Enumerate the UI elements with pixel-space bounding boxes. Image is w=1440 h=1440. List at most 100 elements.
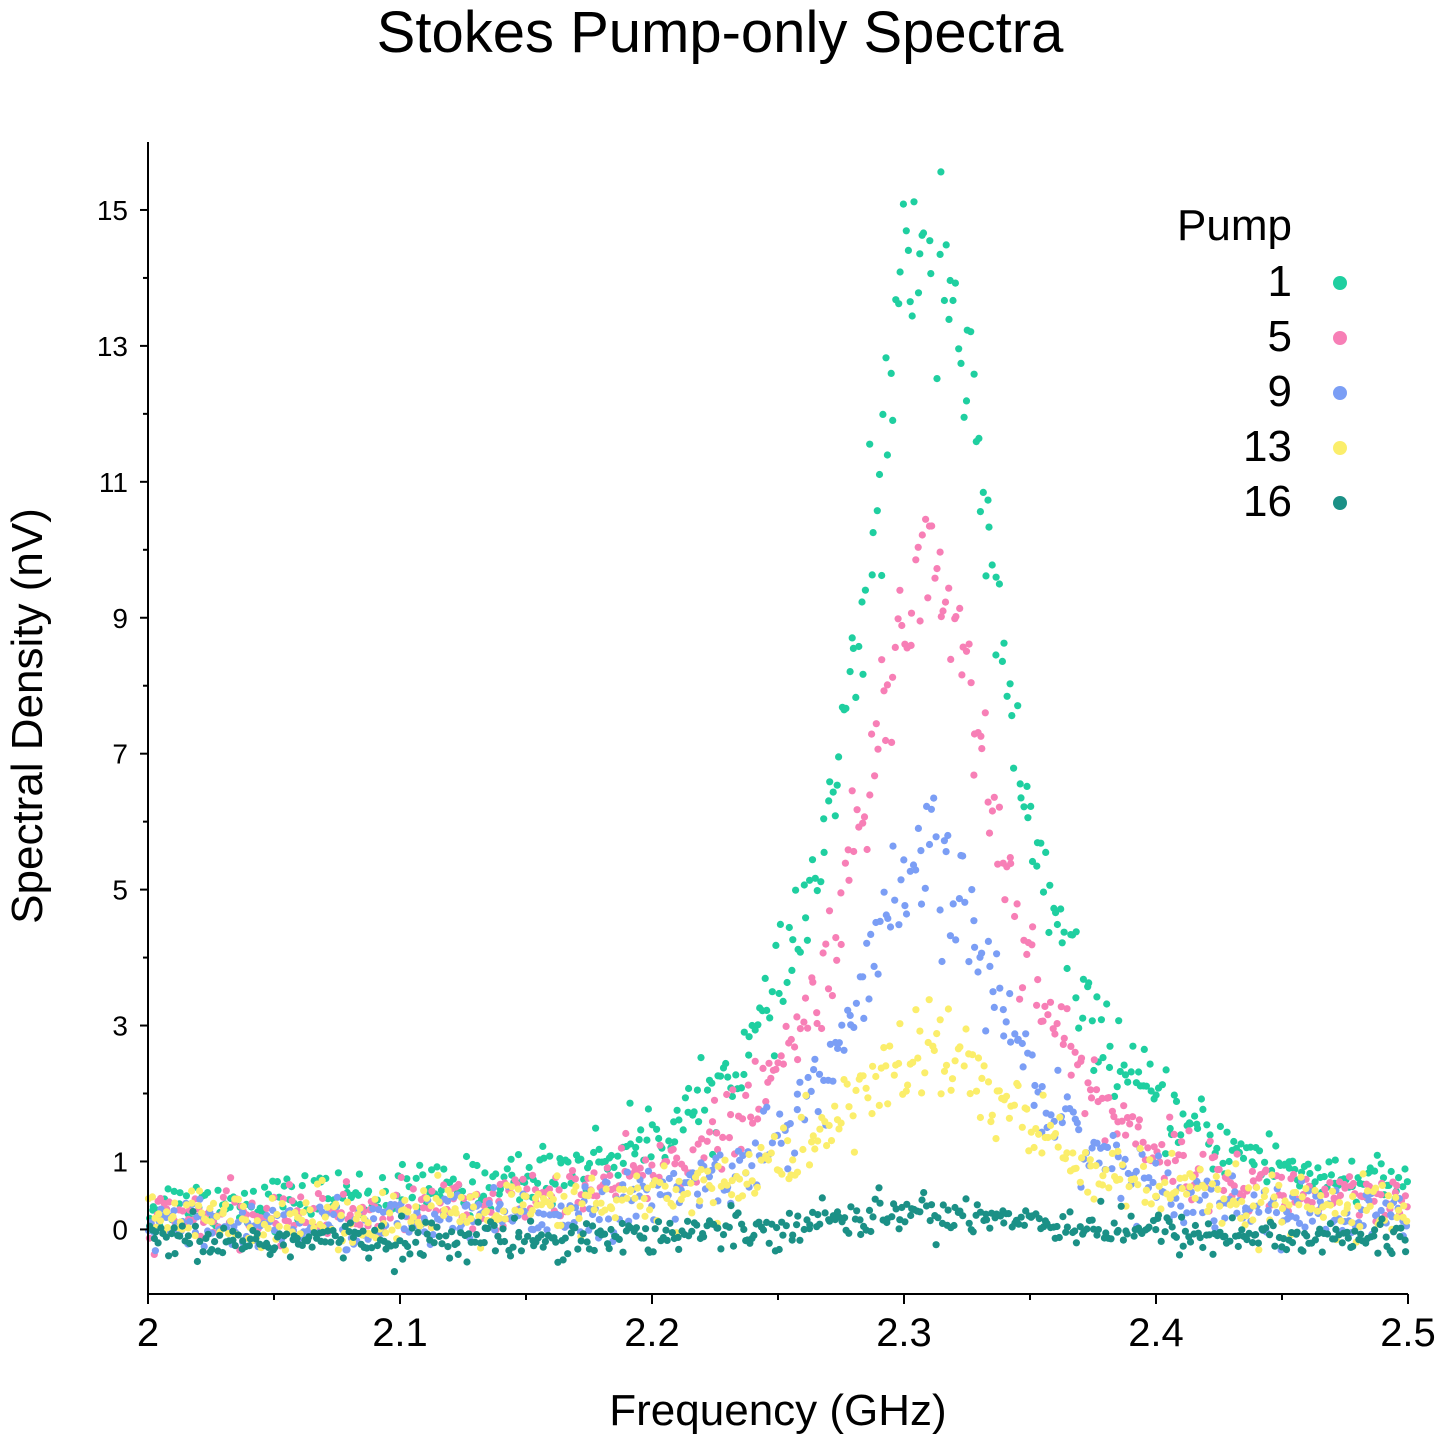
data-point (912, 556, 920, 564)
data-point (804, 1024, 812, 1032)
data-point (805, 1161, 814, 1169)
data-point (1118, 1161, 1126, 1169)
data-point (1059, 1213, 1067, 1221)
data-point (229, 1236, 237, 1244)
data-point (1197, 1095, 1205, 1103)
data-point (500, 1173, 508, 1181)
data-point (835, 1039, 843, 1047)
data-point (912, 1006, 920, 1014)
data-point (875, 1101, 883, 1109)
data-point (1344, 1234, 1352, 1242)
data-point (945, 584, 953, 592)
data-point (1077, 1054, 1086, 1062)
data-point (796, 1078, 804, 1086)
data-point (191, 1232, 199, 1240)
data-point (719, 1133, 727, 1141)
data-point (995, 803, 1004, 811)
data-point (1056, 1113, 1064, 1121)
data-point (602, 1185, 610, 1193)
data-point (820, 848, 828, 857)
data-point (496, 1214, 504, 1222)
data-point (1028, 1051, 1036, 1059)
data-point (825, 907, 834, 915)
data-point (514, 1151, 523, 1159)
data-point (1038, 1083, 1046, 1091)
data-point (1166, 1113, 1174, 1121)
y-tick-label: 15 (97, 195, 128, 226)
data-point (1183, 1190, 1191, 1198)
data-point (636, 1164, 644, 1172)
data-point (1101, 1137, 1109, 1145)
data-point (566, 1173, 574, 1181)
data-point (1188, 1173, 1197, 1181)
data-point (182, 1192, 190, 1200)
data-point (829, 1077, 837, 1085)
data-point (537, 1231, 546, 1239)
data-point (818, 1024, 826, 1033)
data-point (270, 1226, 278, 1234)
data-point (976, 508, 985, 516)
data-point (740, 1070, 748, 1079)
data-point (165, 1198, 173, 1206)
data-point (813, 1009, 821, 1017)
data-point (974, 1054, 983, 1062)
data-point (1331, 1156, 1339, 1164)
data-point (655, 1134, 663, 1143)
data-point (796, 948, 804, 956)
data-point (779, 1124, 788, 1132)
data-point (193, 1257, 201, 1266)
data-point (754, 1115, 762, 1123)
data-point (369, 1205, 377, 1213)
data-point (1072, 994, 1080, 1002)
data-point (739, 1152, 747, 1160)
data-point (653, 1125, 661, 1133)
data-point (1122, 1131, 1130, 1139)
data-point (1051, 1030, 1059, 1038)
data-point (1114, 1147, 1122, 1155)
data-point (837, 1119, 845, 1127)
data-point (473, 1161, 481, 1170)
data-point (757, 1143, 765, 1152)
data-point (519, 1175, 527, 1183)
data-point (770, 1052, 779, 1060)
data-point (1249, 1239, 1257, 1247)
data-point (1142, 1082, 1150, 1090)
data-point (1014, 702, 1022, 710)
data-point (1105, 1063, 1114, 1072)
data-point (622, 1129, 630, 1138)
data-point (539, 1142, 547, 1150)
y-tick-label: 1 (112, 1146, 128, 1177)
data-point (974, 968, 982, 976)
data-point (1098, 1181, 1107, 1189)
data-point (1242, 1212, 1250, 1220)
data-point (675, 1177, 683, 1185)
data-point (1214, 1185, 1222, 1193)
data-point (850, 1148, 859, 1156)
data-point (749, 1119, 757, 1127)
data-point (846, 668, 854, 676)
data-point (1175, 1251, 1184, 1259)
data-point (874, 745, 882, 753)
data-point (988, 807, 997, 815)
data-point (1262, 1166, 1270, 1174)
data-point (1164, 1169, 1172, 1177)
data-point (433, 1163, 441, 1171)
data-point (1008, 712, 1016, 720)
data-point (998, 657, 1007, 666)
legend-title: Pump (1177, 201, 1292, 250)
data-point (944, 1005, 953, 1013)
data-point (1161, 1178, 1169, 1186)
data-point (1295, 1201, 1303, 1209)
data-point (1365, 1196, 1373, 1204)
data-point (1108, 1149, 1116, 1157)
data-point (859, 973, 867, 981)
data-point (844, 846, 852, 854)
data-point (155, 1210, 163, 1218)
data-point (1377, 1191, 1385, 1199)
data-point (794, 1056, 802, 1064)
data-point (1061, 1155, 1069, 1163)
y-tick-label: 13 (97, 331, 128, 362)
data-point (696, 1197, 704, 1205)
data-point (1325, 1158, 1333, 1166)
